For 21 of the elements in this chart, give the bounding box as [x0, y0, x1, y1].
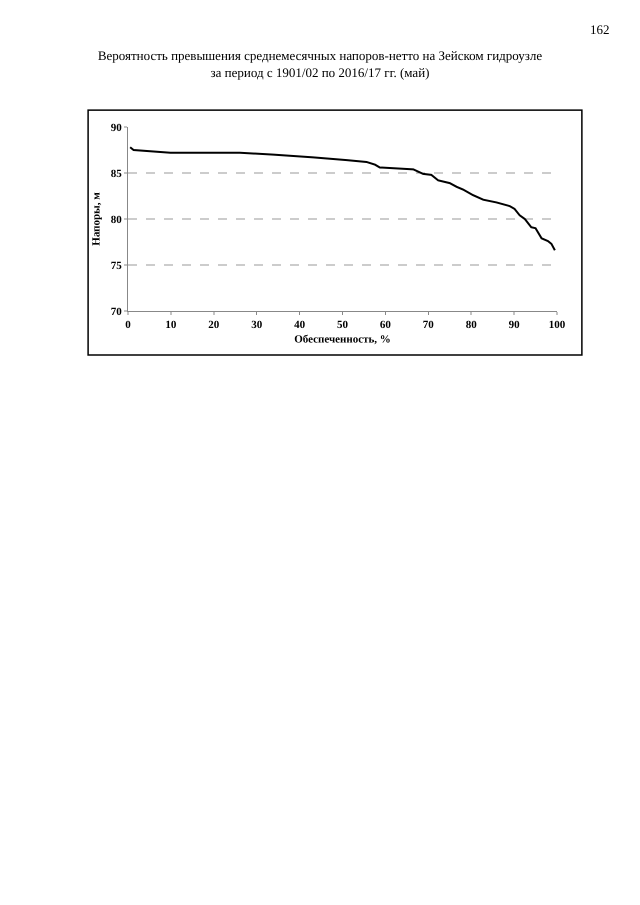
x-tick-label: 50 [337, 319, 348, 332]
x-tick-label: 0 [125, 319, 132, 332]
chart-title: Вероятность превышения среднемесячных напоров-нетто на Зейском гидроузле за период с 1901/02 по 2016/17 гг. (май) [98, 48, 542, 80]
y-tick-label: 85 [110, 168, 122, 180]
x-tick-label: 100 [548, 319, 566, 332]
x-tick-label: 90 [508, 319, 520, 332]
x-tick-label: 40 [294, 319, 306, 332]
y-tick-label: 90 [110, 122, 122, 134]
x-tick-label: 30 [251, 319, 263, 332]
text: 162 [590, 22, 610, 37]
x-tick-label: 10 [165, 319, 177, 332]
y-axis-title: Напоры, м [90, 192, 102, 246]
x-tick-label: 70 [422, 319, 434, 332]
x-axis-title: Обеспеченность, % [294, 333, 391, 346]
x-tick-label: 20 [208, 319, 220, 332]
y-tick-label: 75 [110, 260, 122, 272]
y-tick-label: 70 [110, 306, 122, 318]
y-tick-label: 80 [110, 214, 122, 226]
line-series [129, 146, 556, 252]
x-tick-label: 80 [466, 319, 478, 332]
x-tick-label: 60 [380, 319, 392, 332]
